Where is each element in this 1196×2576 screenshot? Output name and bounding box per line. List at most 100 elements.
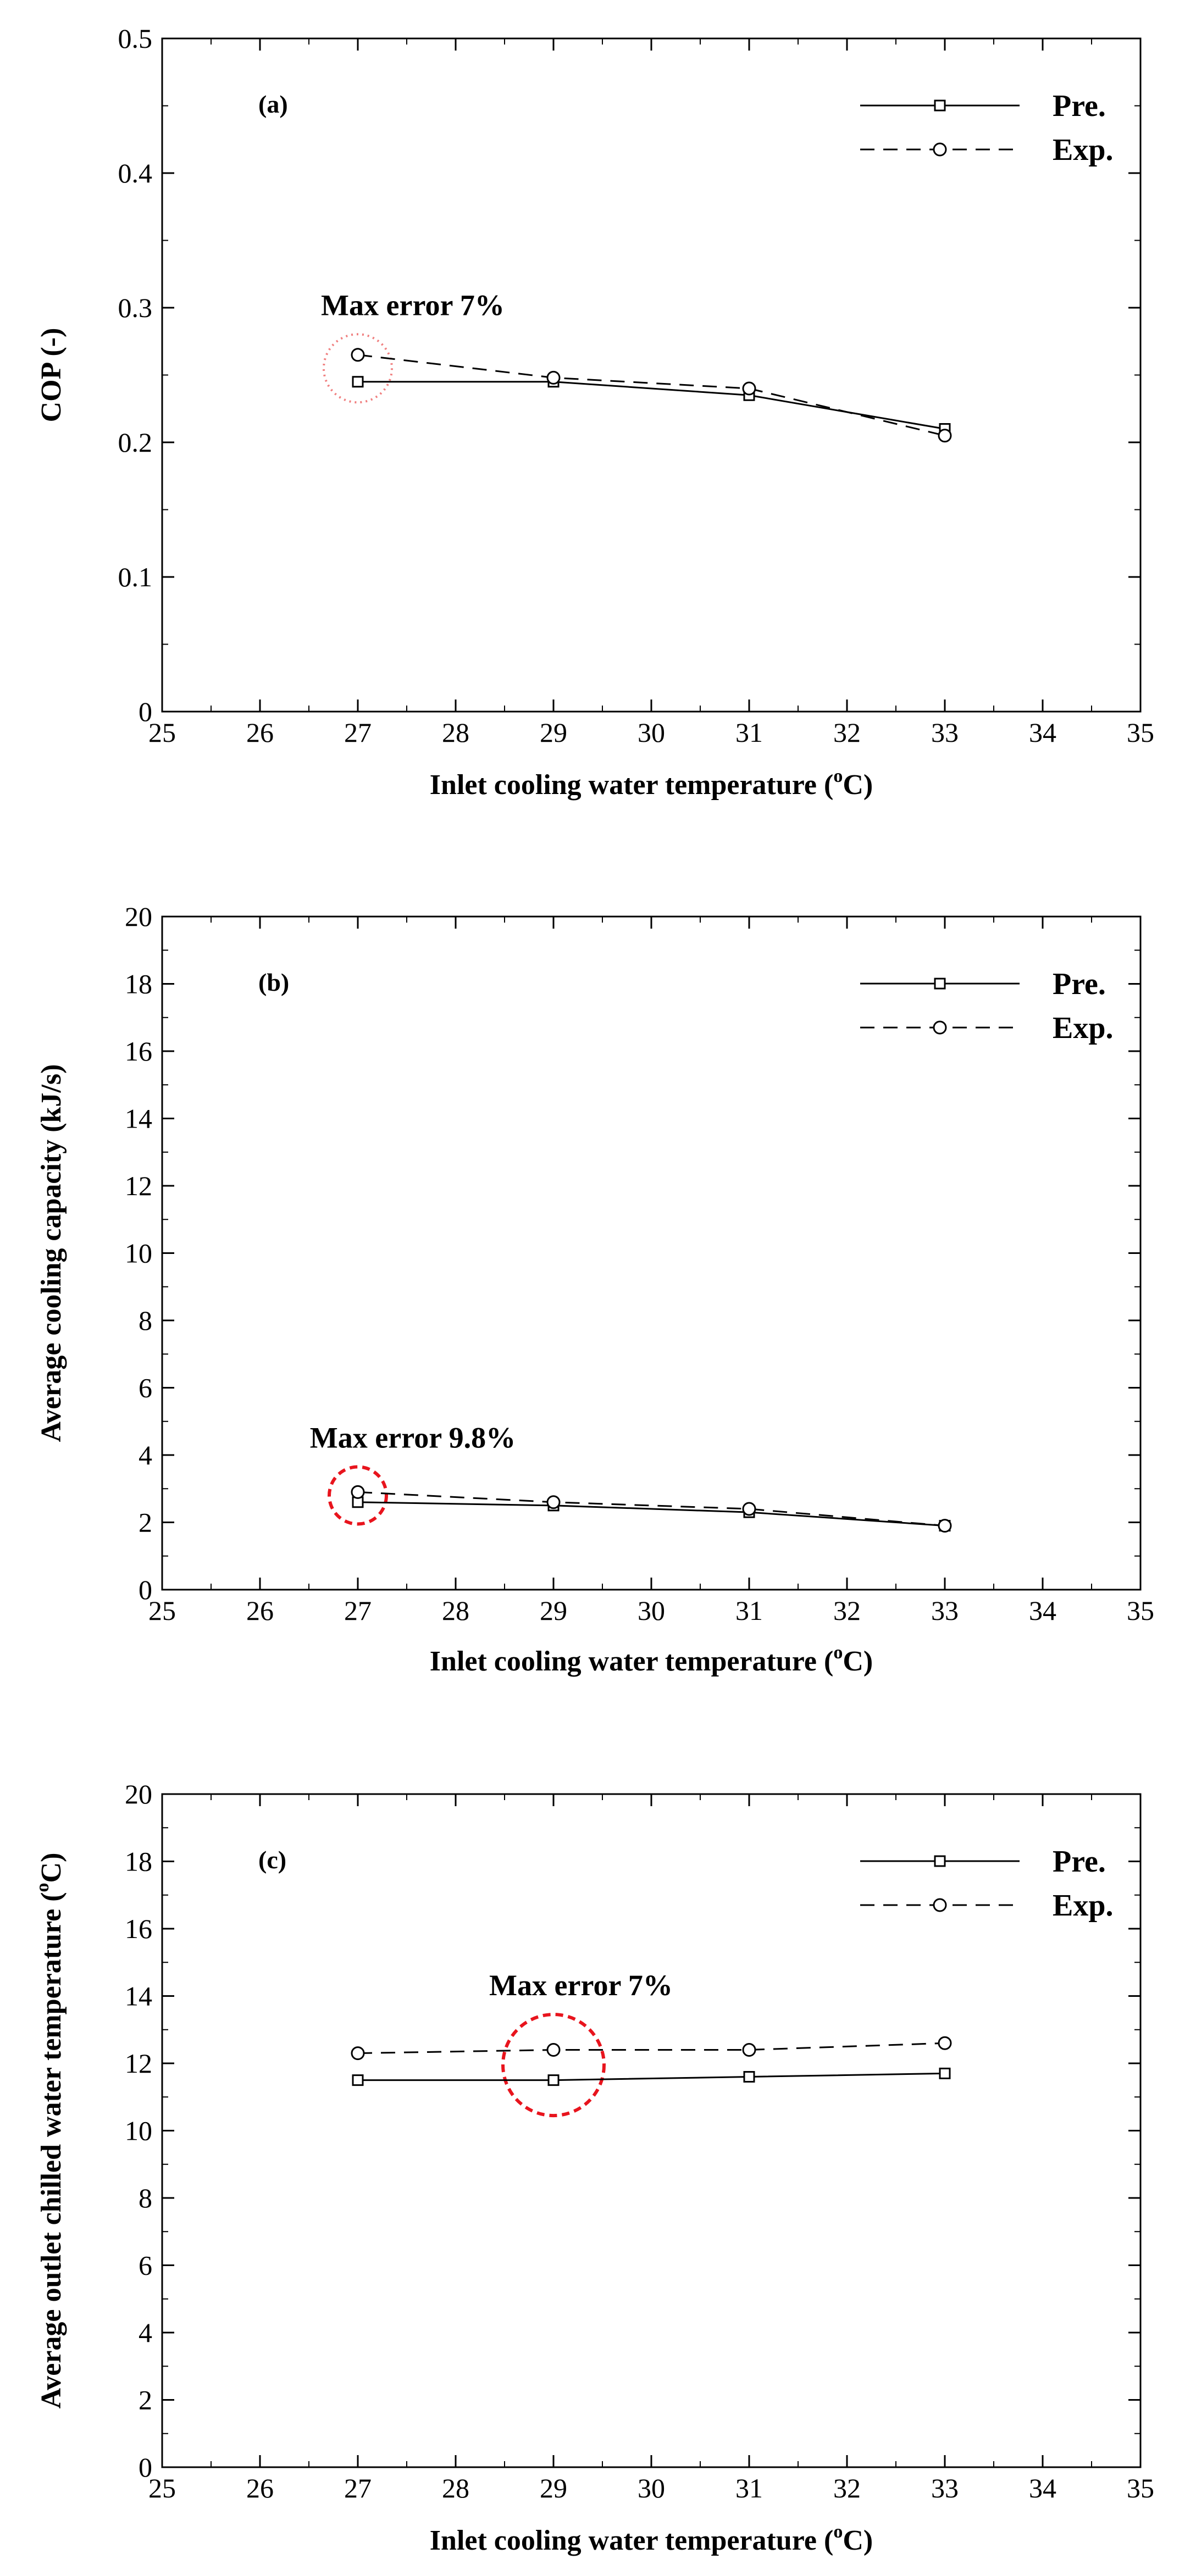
legend-marker-circle <box>933 1020 947 1035</box>
x-axis-title: Inlet cooling water temperature (oC) <box>430 1642 873 1677</box>
x-tick-label: 31 <box>735 2473 763 2503</box>
data-point-exp <box>351 2046 365 2061</box>
max-error-circle <box>323 333 393 404</box>
series-line-exp <box>357 354 945 437</box>
y-tick-label: 8 <box>139 1305 152 1336</box>
series-line-pre <box>357 1501 945 1527</box>
x-tick-label: 25 <box>148 1595 176 1626</box>
data-point-pre <box>743 2071 755 2083</box>
x-tick-label: 26 <box>246 717 274 748</box>
x-tick-label: 35 <box>1127 1595 1154 1626</box>
y-tick-label: 10 <box>125 2116 152 2146</box>
data-point-pre <box>352 2074 364 2086</box>
x-tick-label: 25 <box>148 717 176 748</box>
x-tick-label: 35 <box>1127 2473 1154 2503</box>
y-tick-label: 2 <box>139 2385 152 2416</box>
x-axis-title-superscript: o <box>833 766 843 786</box>
y-tick-label: 12 <box>125 1170 152 1201</box>
data-point-pre <box>939 2067 951 2079</box>
data-point-exp <box>742 1502 756 1516</box>
data-point-exp <box>938 1519 952 1533</box>
x-tick-label: 26 <box>246 2473 274 2503</box>
series-line-exp <box>357 2042 945 2055</box>
data-point-exp <box>546 1495 561 1509</box>
y-tick-label: 0 <box>139 1574 152 1605</box>
y-tick-label: 12 <box>125 2048 152 2079</box>
data-point-exp <box>546 370 561 385</box>
x-axis-title: Inlet cooling water temperature (oC) <box>430 2522 873 2556</box>
y-axis-title-text: Average cooling capacity (kJ/s) <box>36 1064 67 1442</box>
x-axis-title-superscript: o <box>833 1642 843 1663</box>
max-error-label: Max error 7% <box>321 288 505 321</box>
x-tick-label: 32 <box>833 2473 861 2503</box>
x-tick-label: 26 <box>246 1595 274 1626</box>
y-tick-label: 20 <box>125 1779 152 1809</box>
x-tick-label: 34 <box>1029 2473 1056 2503</box>
x-tick-label: 35 <box>1127 717 1154 748</box>
max-error-label: Max error 9.8% <box>310 1422 516 1454</box>
x-tick-label: 30 <box>638 717 665 748</box>
max-error-label: Max error 7% <box>489 1969 673 2002</box>
panel-label: (c) <box>258 1846 286 1874</box>
data-point-exp <box>742 2043 756 2057</box>
x-tick-label: 31 <box>735 1595 763 1626</box>
series-line-pre <box>358 2072 945 2081</box>
y-tick-label: 14 <box>125 1981 152 2012</box>
x-axis-title-superscript: o <box>833 2522 843 2542</box>
x-tick-label: 30 <box>638 1595 665 1626</box>
data-point-exp <box>938 2036 952 2050</box>
x-axis-title-text: Inlet cooling water temperature ( <box>430 2525 834 2556</box>
x-tick-label: 31 <box>735 717 763 748</box>
x-tick-label: 32 <box>833 717 861 748</box>
legend-label: Pre. <box>1053 1845 1106 1879</box>
max-error-circle <box>328 1465 388 1526</box>
x-tick-label: 33 <box>931 717 959 748</box>
chart-panel-b: 25 26 27 28 29 30 31 32 33 34 35 0 2 4 6 8 10 12 14 16 18 20 I… <box>36 901 1154 1677</box>
y-tick-label: 8 <box>139 2183 152 2213</box>
x-axis-title-text: Inlet cooling water temperature ( <box>430 1646 834 1677</box>
x-tick-label: 33 <box>931 2473 959 2503</box>
x-axis-title-unit: C) <box>843 2525 873 2556</box>
series-line-exp <box>357 1491 945 1527</box>
y-tick-label: 4 <box>139 1440 152 1470</box>
chart-panel-a: 25 26 27 28 29 30 31 32 33 34 35 0 0.1 0.2 0.3 0.4 0.5 In… <box>36 23 1154 801</box>
y-axis-title-text: COP (-) <box>36 328 67 423</box>
x-tick-label: 29 <box>540 2473 567 2503</box>
panel-label: (a) <box>258 90 288 118</box>
y-tick-label: 0.2 <box>118 427 153 458</box>
y-tick-label: 0 <box>139 2452 152 2483</box>
series-line-pre <box>358 381 945 430</box>
panel-label: (b) <box>258 968 289 996</box>
x-tick-label: 27 <box>344 1595 372 1626</box>
data-point-exp <box>351 348 365 362</box>
legend-marker-square <box>934 978 946 990</box>
plot-frame <box>161 37 1142 713</box>
y-tick-label: 0 <box>139 696 152 727</box>
legend: Pre. Exp. <box>860 1845 1114 1923</box>
x-tick-label: 33 <box>931 1595 959 1626</box>
legend-marker-square <box>934 1855 946 1867</box>
y-axis-title: Average outlet chilled water temperature… <box>32 1853 67 2409</box>
legend: Pre. Exp. <box>860 89 1114 167</box>
max-error-circle <box>501 2013 606 2118</box>
y-tick-label: 10 <box>125 1238 152 1269</box>
y-tick-label: 0.5 <box>118 23 153 54</box>
x-axis-title-text: Inlet cooling water temperature ( <box>430 769 834 801</box>
plot-frame <box>161 1793 1142 2468</box>
y-tick-label: 16 <box>125 1036 152 1067</box>
legend-label: Exp. <box>1053 1011 1114 1045</box>
chart-panel-c: 25 26 27 28 29 30 31 32 33 34 35 0 2 4 6 8 10 12 14 16 18 20 I… <box>32 1779 1154 2556</box>
x-tick-label: 27 <box>344 717 372 748</box>
legend-label: Pre. <box>1053 89 1106 123</box>
legend-marker-square <box>934 99 946 112</box>
y-tick-label: 0.1 <box>118 562 153 592</box>
legend-label: Exp. <box>1053 1889 1114 1923</box>
y-tick-label: 4 <box>139 2317 152 2348</box>
x-tick-label: 32 <box>833 1595 861 1626</box>
y-tick-label: 14 <box>125 1103 152 1134</box>
x-axis-title: Inlet cooling water temperature (oC) <box>430 766 873 801</box>
y-tick-label: 0.3 <box>118 292 153 323</box>
x-tick-label: 28 <box>442 1595 469 1626</box>
y-axis-title-superscript: o <box>32 1883 53 1892</box>
x-tick-label: 25 <box>148 2473 176 2503</box>
